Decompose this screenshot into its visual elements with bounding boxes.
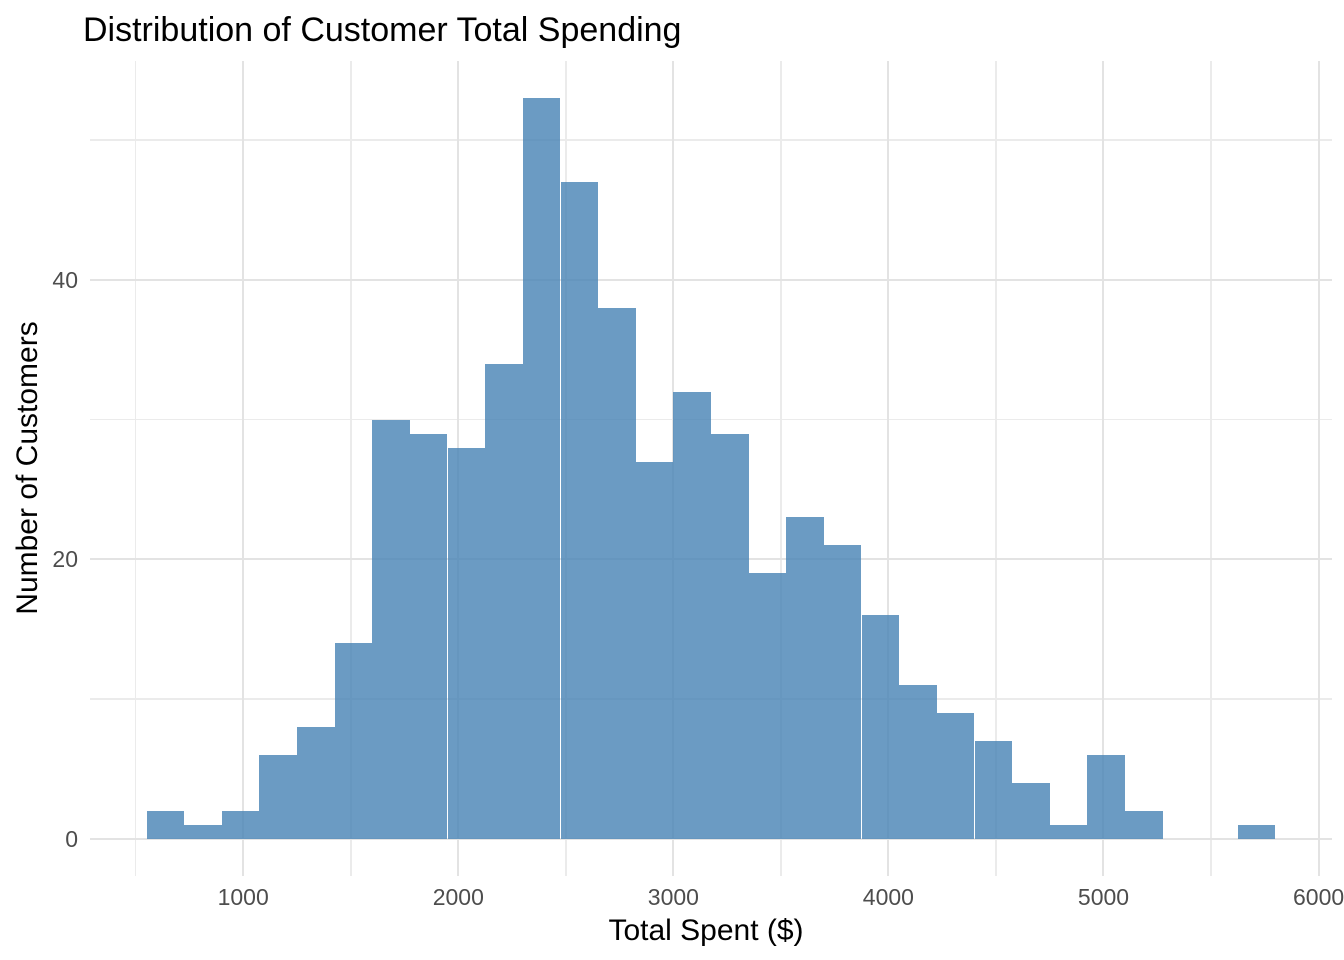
x-axis-title: Total Spent ($)	[608, 914, 804, 947]
x-tick-label: 6000	[1293, 884, 1344, 910]
gridline-y-major	[90, 278, 1332, 281]
histogram-bar	[635, 461, 674, 839]
histogram-bar	[146, 811, 185, 839]
x-tick-label: 4000	[862, 884, 914, 910]
histogram-bar	[409, 433, 448, 839]
x-tick-label: 1000	[217, 884, 269, 910]
histogram-bar	[184, 825, 222, 839]
histogram-bar	[899, 685, 937, 839]
histogram-bar	[673, 391, 711, 839]
x-tick-label: 5000	[1077, 884, 1130, 910]
histogram-bar	[297, 727, 335, 839]
x-tick-label: 3000	[647, 884, 699, 910]
histogram-bar	[447, 447, 486, 839]
y-tick-label: 0	[65, 826, 78, 852]
histogram-bar	[1237, 825, 1276, 839]
y-tick-label: 40	[52, 266, 78, 293]
histogram-bar	[334, 643, 373, 839]
histogram-bar	[372, 419, 410, 839]
histogram-bar	[259, 755, 297, 839]
gridline-x-major	[887, 61, 890, 876]
plot-title: Distribution of Customer Total Spending	[83, 11, 682, 49]
histogram-bar	[748, 573, 787, 839]
histogram-bar	[711, 433, 749, 839]
histogram-bar	[861, 615, 900, 839]
gridline-y-minor	[90, 418, 1332, 421]
histogram-bar	[1012, 783, 1050, 839]
gridline-x-major	[1317, 61, 1320, 876]
plot-panel	[90, 61, 1332, 876]
gridline-x-major	[672, 61, 675, 876]
bars-layer	[90, 61, 1332, 876]
histogram-bar	[1049, 825, 1088, 839]
gridline-x-minor	[995, 61, 997, 876]
histogram-bar	[1125, 811, 1163, 839]
y-tick-label: 20	[52, 546, 78, 573]
gridline-x-major	[1102, 61, 1105, 876]
histogram-bar	[823, 545, 862, 839]
histogram-bar	[522, 98, 561, 839]
histogram-bar	[786, 517, 824, 839]
histogram-bar	[485, 363, 523, 839]
gridline-x-major	[242, 61, 245, 876]
histogram-bar	[974, 741, 1013, 839]
gridline-x-minor	[350, 61, 352, 876]
gridline-x-minor	[780, 61, 782, 876]
gridline-x-minor	[1210, 61, 1212, 876]
histogram-bar	[221, 811, 260, 839]
histogram-bar	[560, 181, 599, 839]
histogram-bar	[598, 307, 636, 839]
gridline-y-minor	[90, 139, 1332, 141]
histogram-bar	[1087, 755, 1125, 839]
histogram-bar	[936, 713, 975, 839]
y-axis-title: Number of Customers	[11, 321, 44, 615]
x-tick-label: 2000	[432, 884, 484, 910]
gridline-x-minor	[134, 61, 137, 876]
